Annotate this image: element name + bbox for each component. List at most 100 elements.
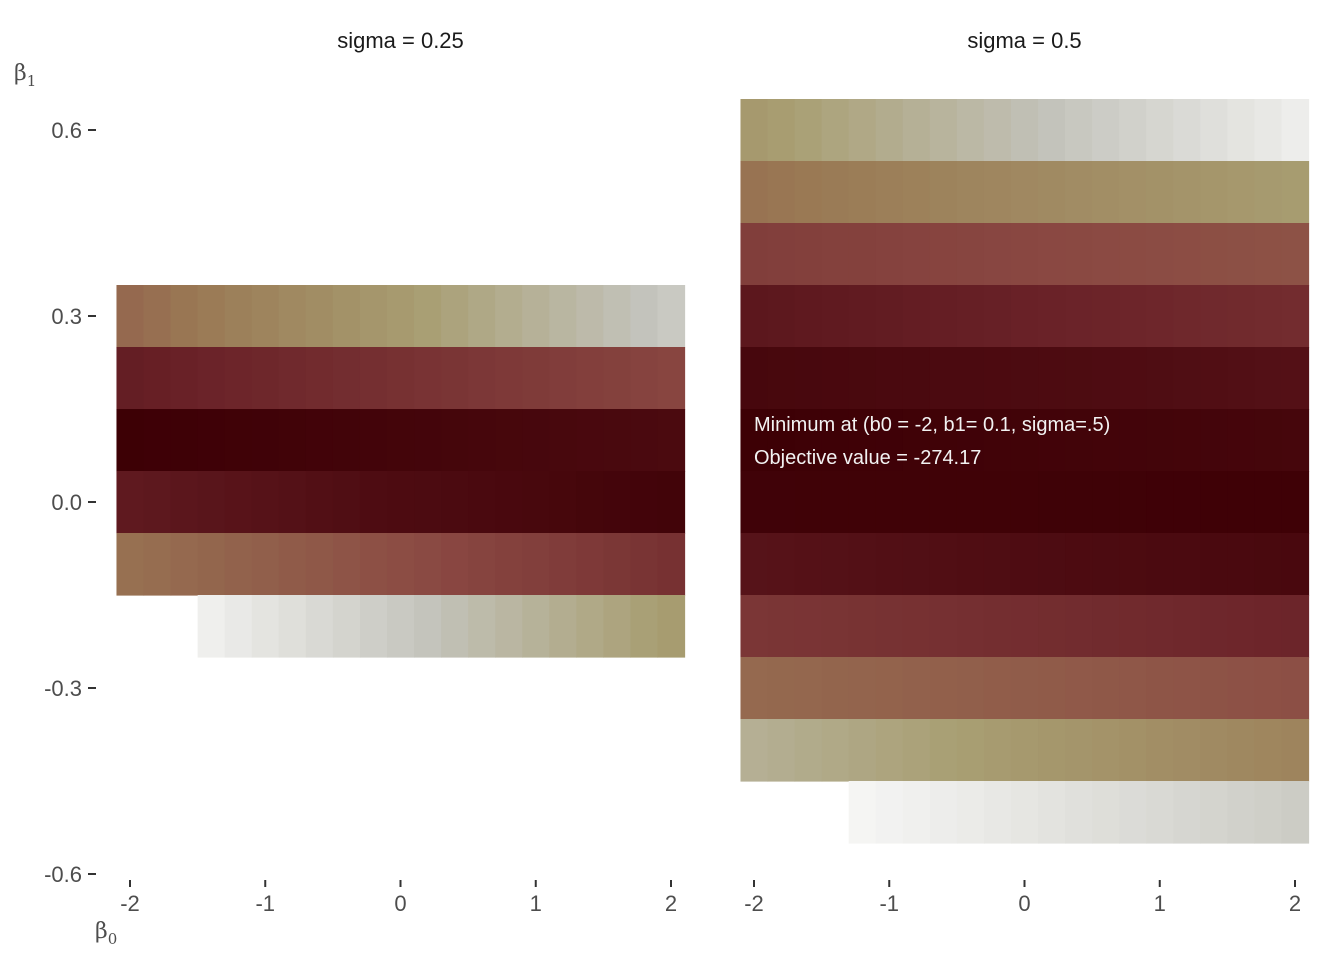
heatmap-tile: [1119, 285, 1147, 348]
heatmap-tile: [929, 657, 958, 720]
heatmap-tile: [630, 409, 659, 472]
heatmap-tile: [468, 533, 496, 596]
heatmap-tile: [875, 471, 904, 534]
heatmap-tile: [143, 471, 172, 534]
heatmap-tile: [902, 347, 931, 410]
heatmap-tile: [1065, 347, 1093, 410]
heatmap-tile: [875, 719, 904, 782]
heatmap-tile: [1281, 719, 1310, 782]
heatmap-tile: [1038, 657, 1066, 720]
heatmap-tile: [170, 347, 199, 410]
heatmap-tile: [1200, 471, 1228, 534]
heatmap-tile: [1173, 471, 1201, 534]
heatmap-tile: [224, 347, 253, 410]
heatmap-tile: [1173, 161, 1201, 224]
heatmap-tile: [441, 347, 469, 410]
heatmap-tile: [1010, 595, 1039, 658]
heatmap-tile: [740, 409, 769, 472]
heatmap-tile: [848, 657, 877, 720]
heatmap-tile: [549, 285, 577, 348]
heatmap-tile: [1038, 781, 1066, 844]
heatmap-tile: [1065, 285, 1093, 348]
heatmap-tile: [929, 409, 958, 472]
heatmap-tile: [332, 285, 361, 348]
heatmap-tile: [821, 285, 850, 348]
heatmap-tile: [441, 285, 469, 348]
heatmap-tile: [224, 285, 253, 348]
heatmap-tile: [794, 471, 823, 534]
heatmap-tile: [767, 595, 796, 658]
heatmap-tile: [956, 285, 985, 348]
annotation-text: Minimum at (b0 = -2, b1= 0.1, sigma=.5): [754, 414, 1110, 436]
heatmap-tile: [576, 595, 604, 658]
heatmap-tile: [848, 781, 877, 844]
heatmap-tile: [1254, 285, 1283, 348]
heatmap-tile: [794, 409, 823, 472]
heatmap-tile: [116, 533, 145, 596]
heatmap-tile: [821, 471, 850, 534]
heatmap-tile: [170, 533, 199, 596]
heatmap-tile: [1200, 161, 1228, 224]
heatmap-tile: [956, 719, 985, 782]
heatmap-tile: [983, 595, 1012, 658]
heatmap-tile: [1281, 285, 1310, 348]
heatmap-tile: [983, 161, 1012, 224]
heatmap-tile: [1227, 719, 1256, 782]
heatmap-tile: [956, 533, 985, 596]
heatmap-tile: [1119, 99, 1147, 162]
heatmap-tile: [414, 285, 442, 348]
heatmap-tile: [902, 595, 931, 658]
heatmap-tile: [576, 409, 604, 472]
heatmap-tile: [522, 285, 550, 348]
y-tick-label: -0.6: [44, 862, 82, 887]
heatmap-tile: [603, 409, 632, 472]
x-tick-label: 0: [394, 891, 406, 916]
heatmap-tile: [1227, 347, 1256, 410]
heatmap-tile: [956, 99, 985, 162]
heatmap-tile: [983, 719, 1012, 782]
heatmap-tile: [767, 223, 796, 286]
heatmap-tile: [740, 347, 769, 410]
heatmap-tile: [956, 347, 985, 410]
heatmap-tile: [1010, 781, 1039, 844]
heatmap-tile: [1119, 161, 1147, 224]
heatmap-tile: [875, 781, 904, 844]
heatmap-tile: [1254, 99, 1283, 162]
heatmap-tile: [1281, 657, 1310, 720]
y-tick-label: 0.6: [51, 118, 82, 143]
heatmap-tile: [956, 781, 985, 844]
heatmap-tile: [116, 471, 145, 534]
heatmap-tile: [902, 781, 931, 844]
heatmap-tile: [1200, 409, 1228, 472]
heatmap-tile: [1119, 347, 1147, 410]
heatmap-tile: [1281, 161, 1310, 224]
facet-panel-2: sigma = 0.5 Minimum at (b0 = -2, b1= 0.1,…: [740, 28, 1310, 844]
heatmap-tile: [1065, 161, 1093, 224]
heatmap-tile: [1010, 533, 1039, 596]
heatmap-tile: [794, 657, 823, 720]
heatmap-tile: [929, 161, 958, 224]
heatmap-tile: [956, 471, 985, 534]
heatmap-tile: [1038, 99, 1066, 162]
heatmap-tile: [1146, 161, 1174, 224]
x-tick-label: -2: [744, 891, 764, 916]
heatmap-tile: [929, 781, 958, 844]
heatmap-tile: [821, 595, 850, 658]
heatmap-tile: [740, 595, 769, 658]
heatmap-tile: [414, 471, 442, 534]
heatmap-tile: [848, 595, 877, 658]
heatmap-tile: [386, 595, 415, 658]
heatmap-tile: [414, 409, 442, 472]
heatmap-tile: [468, 347, 496, 410]
heatmap-tile: [278, 595, 307, 658]
heatmap-tile: [1200, 285, 1228, 348]
heatmap-tile: [1146, 471, 1174, 534]
heatmap-tile: [1227, 409, 1256, 472]
heatmap-tile: [1010, 719, 1039, 782]
heatmap-tile: [956, 595, 985, 658]
y-axis-label: β1: [14, 61, 36, 90]
heatmap-tile: [1254, 471, 1283, 534]
heatmap-tile: [1092, 409, 1120, 472]
heatmap-tile: [1281, 347, 1310, 410]
heatmap-tile: [1146, 347, 1174, 410]
